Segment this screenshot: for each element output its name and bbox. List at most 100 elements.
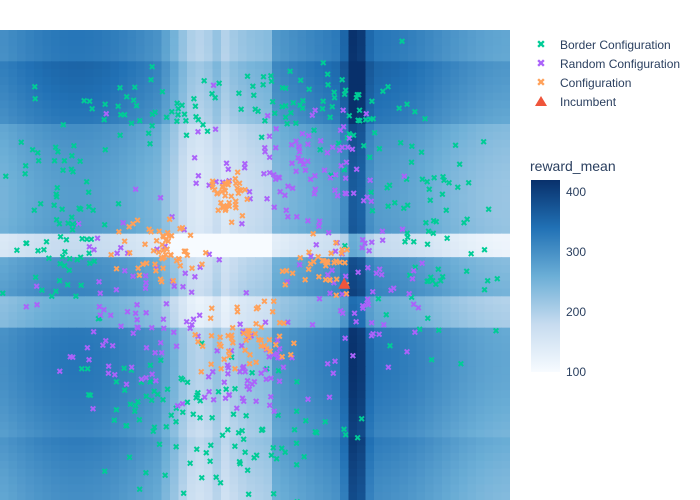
heatmap-cell: [442, 53, 452, 62]
heatmap-cell: [493, 390, 503, 399]
heatmap-cell: [442, 30, 452, 39]
legend-item-border[interactable]: ✖ Border Configuration: [536, 38, 670, 52]
heatmap-cell: [127, 194, 137, 203]
heatmap-cell: [93, 225, 103, 235]
random-config-point: ✖: [276, 187, 284, 197]
heatmap-cell: [153, 84, 163, 94]
heatmap-cell: [280, 390, 290, 399]
heatmap-cell: [212, 249, 222, 258]
heatmap-cell: [195, 178, 205, 188]
legend-item-random[interactable]: ✖ Random Configuration: [536, 57, 680, 71]
random-config-point: ✖: [418, 258, 426, 268]
heatmap-cell: [246, 116, 256, 125]
config-point: ✖: [338, 248, 346, 258]
border-config-point: ✖: [2, 171, 10, 181]
heatmap-cell: [476, 343, 486, 352]
random-config-point: ✖: [263, 345, 271, 355]
config-point: ✖: [236, 185, 244, 195]
heatmap-cell: [289, 288, 299, 297]
heatmap-cell: [238, 178, 248, 188]
heatmap-cell: [76, 61, 86, 70]
heatmap-cell: [187, 327, 197, 337]
heatmap-cell: [416, 304, 426, 313]
heatmap-cell: [408, 210, 418, 219]
heatmap-cell: [59, 327, 69, 337]
border-config-point: ✖: [452, 141, 460, 151]
heatmap-cell: [450, 366, 460, 376]
heatmap-cell: [110, 100, 120, 109]
heatmap-cell: [484, 374, 494, 384]
heatmap-cell: [263, 312, 273, 321]
random-config-point: ✖: [358, 243, 366, 253]
heatmap-cell: [399, 460, 409, 470]
heatmap-cell: [229, 398, 239, 407]
heatmap-cell: [272, 327, 282, 337]
heatmap-cell: [382, 178, 392, 188]
border-config-point: ✖: [386, 341, 394, 351]
heatmap-cell: [323, 116, 333, 125]
heatmap-cell: [0, 233, 10, 243]
heatmap-cell: [297, 178, 307, 188]
random-config-point: ✖: [369, 329, 377, 339]
heatmap-cell: [348, 476, 358, 485]
heatmap-cell: [85, 155, 95, 164]
heatmap-cell: [246, 53, 256, 62]
heatmap-cell: [263, 163, 273, 172]
heatmap-cell: [399, 186, 409, 196]
random-config-point: ✖: [298, 156, 306, 166]
heatmap-cell: [59, 351, 69, 360]
heatmap-cell: [187, 45, 197, 55]
heatmap-cell: [272, 390, 282, 399]
heatmap-cell: [144, 390, 154, 399]
heatmap-cell: [25, 272, 35, 282]
border-config-point: ✖: [35, 156, 43, 166]
border-config-point: ✖: [463, 267, 471, 277]
heatmap-cell: [0, 421, 10, 431]
heatmap-cell: [153, 124, 163, 133]
heatmap-cell: [272, 163, 282, 172]
heatmap-cell: [51, 272, 61, 282]
heatmap-cell: [365, 390, 375, 399]
heatmap-cell: [195, 77, 205, 86]
heatmap-cell: [425, 327, 435, 337]
heatmap-cell: [357, 233, 367, 243]
heatmap-cell: [365, 257, 375, 266]
heatmap-cell: [484, 265, 494, 274]
legend-item-config[interactable]: ✖ Configuration: [536, 76, 631, 90]
heatmap-cell: [76, 296, 86, 305]
heatmap-cell: [365, 202, 375, 211]
heatmap-cell: [212, 390, 222, 399]
heatmap-cell: [493, 178, 503, 188]
heatmap-cell: [399, 374, 409, 384]
heatmap-cell: [238, 476, 248, 485]
heatmap-cell: [212, 30, 222, 39]
heatmap-cell: [119, 319, 129, 329]
heatmap-cell: [416, 92, 426, 102]
heatmap-cell: [416, 69, 426, 78]
heatmap-cell: [51, 131, 61, 141]
heatmap-cell: [161, 69, 171, 78]
heatmap-cell: [85, 374, 95, 384]
heatmap-cell: [306, 241, 316, 250]
border-config-point: ✖: [78, 364, 86, 374]
legend-item-incumbent[interactable]: Incumbent: [535, 95, 617, 109]
heatmap-cell: [42, 312, 52, 321]
heatmap-cell: [382, 53, 392, 62]
heatmap-cell: [391, 359, 401, 368]
heatmap-cell: [102, 453, 112, 462]
random-config-point: ✖: [163, 299, 171, 309]
heatmap-cell: [323, 304, 333, 313]
heatmap-cell: [17, 366, 27, 376]
heatmap-cell: [127, 366, 137, 376]
random-config-point: ✖: [236, 319, 244, 329]
heatmap-cell: [425, 476, 435, 485]
heatmap-cell: [59, 171, 69, 180]
heatmap-cell: [17, 178, 27, 188]
heatmap-cell: [187, 468, 197, 478]
heatmap-cell: [102, 304, 112, 313]
heatmap-cell: [212, 359, 222, 368]
heatmap-cell: [153, 280, 163, 290]
heatmap-cell: [280, 186, 290, 196]
heatmap-cell: [68, 202, 78, 211]
heatmap-cell: [365, 327, 375, 337]
